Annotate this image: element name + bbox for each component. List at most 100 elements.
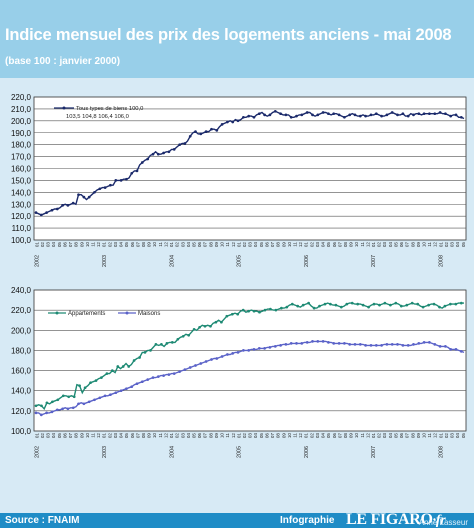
- x-tick-label: 02: [309, 242, 314, 248]
- author-credit: Anne Lasseur: [0, 513, 474, 528]
- x-year-label: 2004: [169, 446, 175, 458]
- series-point: [405, 303, 409, 307]
- x-tick-label: 05: [461, 242, 466, 248]
- series-point: [337, 113, 341, 117]
- series-point: [247, 114, 251, 118]
- y-tick-label: 160,0: [11, 165, 32, 174]
- series-point: [273, 109, 277, 113]
- series-point: [187, 333, 191, 337]
- series-point: [116, 365, 120, 368]
- x-tick-label: 03: [113, 433, 118, 439]
- x-tick-label: 06: [62, 433, 67, 439]
- x-tick-label: 02: [309, 433, 314, 439]
- x-tick-label: 04: [321, 242, 326, 248]
- series-point: [358, 114, 362, 118]
- series-point: [268, 346, 272, 349]
- series-point: [358, 343, 362, 346]
- y-tick-label: 180,0: [11, 141, 32, 150]
- x-year-label: 2006: [304, 255, 310, 267]
- series-point: [209, 324, 212, 328]
- series-point: [103, 186, 107, 189]
- x-tick-label: 06: [197, 433, 202, 439]
- x-year-label: 2002: [35, 446, 41, 458]
- x-tick-label: 05: [393, 433, 398, 439]
- y-tick-label: 200,0: [11, 117, 32, 126]
- series-point: [167, 150, 171, 154]
- chart-appartements-maisons: 100,0 120,0 140,0 160,0 180,0 200,0 220,0 240,0…: [11, 286, 467, 458]
- x-tick-label: 12: [365, 242, 370, 248]
- series-point: [198, 325, 201, 329]
- series-point: [361, 303, 365, 307]
- series-point: [130, 171, 134, 175]
- series-point: [422, 112, 426, 116]
- x-tick-label: 12: [163, 242, 168, 248]
- x-tick-label: 06: [197, 242, 202, 248]
- series-point: [252, 115, 256, 119]
- series-point: [332, 112, 336, 116]
- x-tick-label: 05: [259, 433, 264, 439]
- x-tick-label: 03: [315, 433, 320, 439]
- series-point: [323, 302, 327, 306]
- series-point: [401, 344, 405, 347]
- series-point: [406, 344, 410, 347]
- x-year-label: 2006: [304, 446, 310, 458]
- series-point: [300, 113, 304, 117]
- legend-label: Appartements: [68, 311, 105, 317]
- series-point: [385, 343, 389, 346]
- x-tick-label: 06: [130, 433, 135, 439]
- series-point: [295, 342, 298, 345]
- x-tick-label: 04: [321, 433, 326, 439]
- y-tick-label: 220,0: [11, 93, 32, 102]
- series-point: [93, 190, 96, 194]
- series-point: [280, 306, 283, 310]
- series-point: [61, 394, 65, 398]
- series-point: [401, 112, 405, 116]
- series-point: [394, 301, 398, 305]
- x-tick-label: 11: [225, 242, 230, 247]
- series-point: [45, 211, 48, 214]
- series-point: [305, 341, 309, 344]
- x-tick-label: 08: [141, 242, 146, 248]
- x-tick-label: 11: [427, 242, 432, 247]
- legend-marker: [62, 106, 66, 110]
- x-tick-label: 01: [236, 242, 241, 248]
- series-point: [311, 113, 314, 117]
- x-tick-label: 03: [315, 242, 320, 248]
- series-point: [188, 134, 192, 138]
- series-point: [170, 341, 174, 344]
- x-tick-label: 08: [410, 242, 415, 248]
- x-tick-label: 06: [399, 242, 404, 248]
- series-point: [364, 344, 367, 347]
- series-point: [34, 404, 38, 408]
- series-point: [151, 376, 155, 379]
- plot-area: [33, 289, 467, 432]
- y-tick-label: 190,0: [11, 129, 32, 138]
- series-point: [367, 305, 370, 309]
- series-point: [300, 342, 304, 345]
- x-tick-label: 04: [253, 242, 258, 248]
- series-point: [417, 112, 421, 116]
- series-point: [459, 115, 463, 119]
- series-point: [396, 113, 399, 117]
- x-tick-label: 01: [304, 242, 309, 248]
- x-tick-label: 02: [242, 242, 247, 248]
- series-point: [269, 307, 272, 311]
- series-point: [167, 373, 171, 376]
- x-tick-label: 06: [264, 242, 269, 248]
- series-point: [438, 345, 442, 348]
- x-year-label: 2002: [35, 255, 41, 267]
- x-tick-label: 10: [85, 433, 90, 439]
- series-point: [279, 344, 282, 347]
- x-year-label: 2007: [371, 255, 377, 267]
- x-tick-label: 07: [68, 242, 73, 248]
- x-tick-label: 02: [107, 242, 112, 248]
- series-point: [438, 305, 441, 309]
- series-point: [422, 341, 426, 344]
- x-tick-label: 02: [242, 433, 247, 439]
- x-tick-label: 01: [371, 433, 376, 439]
- series-point: [72, 395, 76, 399]
- x-tick-label: 05: [124, 433, 129, 439]
- x-tick-label: 08: [208, 433, 213, 439]
- series-point: [87, 195, 91, 199]
- series-point: [55, 408, 59, 412]
